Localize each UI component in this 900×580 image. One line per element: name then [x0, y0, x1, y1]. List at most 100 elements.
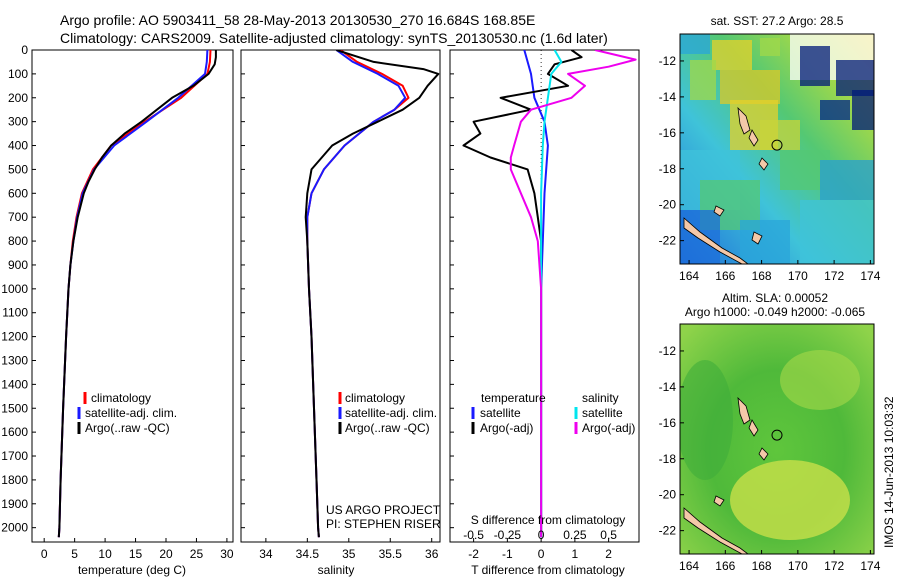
- s-diff-tick-label: 0.25: [563, 528, 587, 542]
- legend-temperature-heading: temperature: [481, 391, 546, 405]
- s-difference-ticks: -0.5 -0.25 0 0.25 0.5: [463, 528, 617, 542]
- depth-tick-label: 400: [8, 139, 28, 153]
- argo-position-marker-sla: [771, 429, 783, 441]
- depth-tick-label: 900: [8, 258, 28, 272]
- loyalty-island-2: [751, 231, 763, 245]
- x-tick-label: 0: [41, 547, 48, 561]
- x-tick-label: 10: [98, 547, 112, 561]
- temperature-panel: [31, 49, 234, 543]
- vanuatu-island-sla: [737, 396, 751, 425]
- imos-timestamp: IMOS 14-Jun-2013 10:03:32: [882, 396, 896, 548]
- lon-tick-label: 166: [715, 269, 735, 283]
- lon-tick-label: 174: [860, 559, 880, 573]
- x-tick-label: 1: [572, 547, 579, 561]
- legend-argo-s: Argo(..raw -QC): [345, 421, 430, 435]
- legend-salinity-heading: salinity: [582, 391, 619, 405]
- lat-tick-label: -14: [659, 380, 677, 394]
- depth-tick-label: 1800: [1, 473, 28, 487]
- series-line-argo: [304, 50, 440, 538]
- depth-tick-label: 0: [21, 43, 28, 57]
- depth-tick-label: 100: [8, 67, 28, 81]
- temperature-xlabel: temperature (deg C): [78, 563, 186, 577]
- sla-map-title: Altim. SLA: 0.00052: [722, 291, 828, 305]
- sst-cell: [690, 60, 716, 100]
- x-tick-label: 15: [129, 547, 143, 561]
- salinity-profile-lines: [304, 50, 440, 538]
- depth-tick-label: 1500: [1, 401, 28, 415]
- difference-legend: temperature salinity satellite Argo(-adj…: [471, 391, 635, 435]
- temperature-legend: climatology satellite-adj. clim. Argo(..…: [77, 391, 177, 435]
- salinity-legend: climatology satellite-adj. clim. Argo(..…: [338, 391, 437, 435]
- x-tick-label: 34.5: [296, 547, 320, 561]
- lon-tick-label: 174: [860, 269, 880, 283]
- legend-s-satellite: satellite: [582, 406, 623, 420]
- lat-tick-label: -20: [659, 198, 677, 212]
- x-tick-label: 0: [538, 547, 545, 561]
- salinity-xlabel: salinity: [318, 563, 355, 577]
- depth-axis: 0 100 200 300 400 500 600 700 800 900 1000 1100 1200…: [1, 43, 454, 535]
- sst-cell: [740, 220, 790, 264]
- vanuatu-island-sla-2: [748, 419, 759, 437]
- depth-tick-label: 1700: [1, 449, 28, 463]
- sla-map-frame: [679, 323, 875, 555]
- depth-tick-label: 1400: [1, 377, 28, 391]
- legend-t-satellite: satellite: [480, 406, 521, 420]
- sst-map-title: sat. SST: 27.2 Argo: 28.5: [711, 14, 844, 28]
- lat-tick-label: -18: [659, 452, 677, 466]
- depth-tick-label: 1000: [1, 282, 28, 296]
- sst-map-axes: 164 166 168 170 172 174 -12 -14 -16 -18 -20 -22: [659, 54, 881, 283]
- lon-tick-label: 172: [824, 269, 844, 283]
- depth-tick-label: 700: [8, 210, 28, 224]
- lon-tick-label: 172: [824, 559, 844, 573]
- new-caledonia-island-sla: [683, 507, 749, 554]
- legend-satellite-s: satellite-adj. clim.: [345, 406, 437, 420]
- t-difference-xlabel: T difference from climatology: [471, 563, 625, 577]
- series-line-argo_s: [509, 50, 637, 538]
- legend-climatology: climatology: [91, 391, 151, 405]
- sla-high-patch: [730, 460, 850, 540]
- sst-cell: [852, 90, 874, 130]
- sst-cells: [680, 34, 874, 264]
- lat-tick-label: -18: [659, 162, 677, 176]
- x-tick-label: 5: [71, 547, 78, 561]
- lat-tick-label: -12: [659, 344, 677, 358]
- sla-low-patch: [680, 360, 733, 480]
- lat-tick-label: -14: [659, 90, 677, 104]
- x-tick-label: 35.5: [379, 547, 403, 561]
- sst-map: 164 166 168 170 172 174 -12 -14 -16 -18 -20 -22: [659, 33, 881, 283]
- x-axes: 0 5 10 15 20 25 30 34 34.5 35 35.5 36 -2 -1 0 1 2: [41, 538, 612, 561]
- x-tick-label: 20: [159, 547, 173, 561]
- sst-cell: [760, 120, 800, 150]
- sst-cell: [712, 40, 752, 70]
- salinity-panel: [240, 49, 441, 543]
- lat-tick-label: -22: [659, 234, 677, 248]
- s-diff-tick-label: -0.25: [494, 528, 522, 542]
- legend-t-argo: Argo(-adj): [480, 421, 533, 435]
- lon-tick-label: 166: [715, 559, 735, 573]
- sst-cell: [680, 34, 710, 54]
- s-difference-xlabel: S difference from climatology: [471, 513, 626, 527]
- loyalty-island-sla: [713, 495, 725, 507]
- legend-climatology-s: climatology: [345, 391, 405, 405]
- header-line-2: Climatology: CARS2009. Satellite-adjuste…: [60, 30, 608, 46]
- depth-tick-label: 1300: [1, 353, 28, 367]
- depth-tick-label: 2000: [1, 521, 28, 535]
- temperature-profile-lines: [57, 50, 217, 538]
- x-tick-label: 2: [605, 547, 612, 561]
- sst-cell: [820, 100, 850, 120]
- depth-tick-label: 800: [8, 234, 28, 248]
- legend-satellite: satellite-adj. clim.: [85, 406, 177, 420]
- argo-position-marker: [771, 139, 783, 151]
- vanuatu-island: [737, 106, 751, 135]
- x-tick-label: 25: [190, 547, 204, 561]
- lat-tick-label: -16: [659, 416, 677, 430]
- lat-tick-label: -12: [659, 54, 677, 68]
- depth-tick-label: 600: [8, 186, 28, 200]
- s-diff-tick-label: -0.5: [463, 528, 484, 542]
- credit-pi: PI: STEPHEN RISER: [326, 517, 441, 531]
- lon-tick-label: 170: [788, 269, 808, 283]
- sla-high-patch-2: [780, 350, 860, 410]
- lon-tick-label: 168: [752, 269, 772, 283]
- x-tick-label: 34: [259, 547, 273, 561]
